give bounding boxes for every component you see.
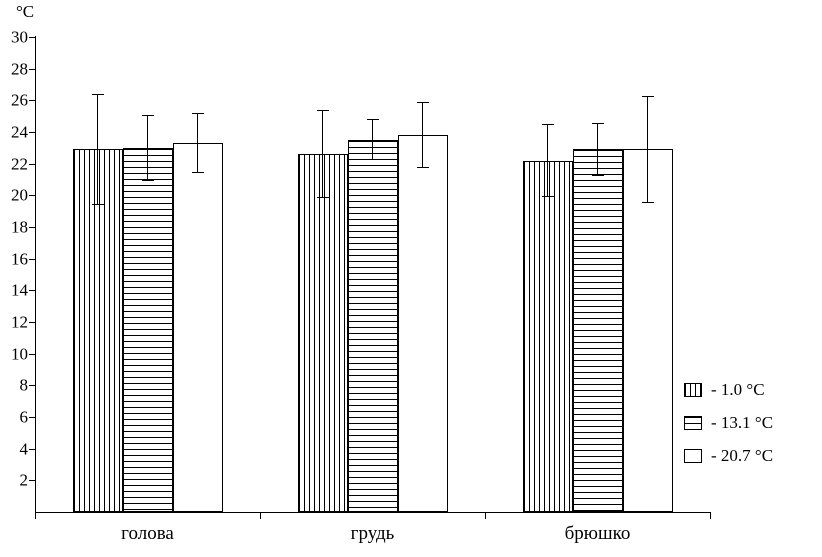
bar-group2-series2 — [347, 139, 398, 512]
category-label: голова — [121, 523, 174, 544]
y-tick-mark — [29, 37, 35, 38]
y-tick-mark — [29, 448, 35, 450]
y-tick-mark — [29, 68, 35, 70]
x-tick-mark — [260, 513, 261, 519]
y-tick-label: 20 — [11, 185, 28, 205]
white-swatch-icon — [684, 449, 702, 463]
bar-group1-series3 — [172, 143, 223, 512]
y-tick-label: 8 — [19, 375, 29, 395]
legend-label: - 13.1 °C — [711, 413, 774, 432]
y-tick-mark — [29, 195, 35, 197]
y-tick-mark — [29, 258, 35, 260]
bar-group3-series3 — [622, 149, 673, 512]
x-tick-mark — [710, 513, 711, 519]
y-axis-line — [35, 36, 36, 513]
y-tick-mark — [29, 100, 35, 102]
error-bar — [416, 101, 429, 169]
y-tick-mark — [29, 163, 35, 165]
y-tick-label: 4 — [19, 439, 29, 459]
error-bar — [91, 94, 104, 205]
y-tick-mark — [29, 227, 35, 228]
y-axis-title: °C — [16, 2, 35, 21]
y-tick-mark — [29, 385, 35, 387]
y-tick-label: 2 — [19, 470, 29, 490]
legend-item-2: - 13.1 °C — [684, 413, 773, 433]
y-tick-mark — [29, 290, 35, 292]
x-tick-mark — [485, 513, 486, 519]
vertical-lines-swatch-icon — [684, 383, 702, 397]
legend-label: - 20.7 °C — [711, 446, 774, 465]
x-tick-mark — [35, 513, 36, 519]
y-tick-label: 28 — [11, 59, 28, 79]
y-tick-label: 10 — [11, 344, 28, 364]
legend-item-3: - 20.7 °C — [684, 446, 773, 466]
bar-group3-series2 — [572, 149, 623, 512]
y-tick-label: 6 — [19, 407, 29, 427]
y-tick-label: 30 — [11, 27, 28, 47]
y-tick-label: 18 — [11, 217, 28, 237]
y-tick-label: 14 — [11, 280, 28, 300]
horizontal-lines-swatch-icon — [684, 416, 702, 430]
y-tick-mark — [29, 322, 35, 323]
error-bar — [591, 122, 604, 177]
error-bar — [366, 119, 379, 161]
y-tick-label: 16 — [11, 249, 28, 269]
error-bar — [316, 109, 329, 199]
y-tick-mark — [29, 132, 35, 133]
legend: - 1.0 °C - 13.1 °C - 20.7 °C — [684, 380, 773, 466]
legend-item-1: - 1.0 °C — [684, 380, 773, 400]
bar-group3-series1 — [522, 160, 573, 512]
y-tick-label: 24 — [11, 122, 28, 142]
legend-label: - 1.0 °C — [711, 380, 765, 399]
bar-group2-series1 — [297, 154, 348, 512]
y-tick-label: 26 — [11, 90, 28, 110]
error-bar — [541, 124, 554, 197]
category-label: брюшко — [564, 523, 631, 544]
category-label: грудь — [350, 523, 395, 544]
bar-group1-series2 — [122, 147, 173, 512]
error-bar — [191, 113, 204, 174]
y-tick-label: 22 — [11, 154, 28, 174]
error-bar — [641, 95, 654, 204]
y-tick-mark — [29, 480, 35, 482]
bar-group1-series1 — [72, 149, 123, 512]
bar-group2-series3 — [397, 135, 448, 512]
x-axis-line — [35, 512, 711, 513]
y-tick-mark — [29, 353, 35, 355]
y-tick-mark — [29, 417, 35, 418]
y-tick-label: 12 — [11, 312, 28, 332]
error-bar — [141, 114, 154, 182]
